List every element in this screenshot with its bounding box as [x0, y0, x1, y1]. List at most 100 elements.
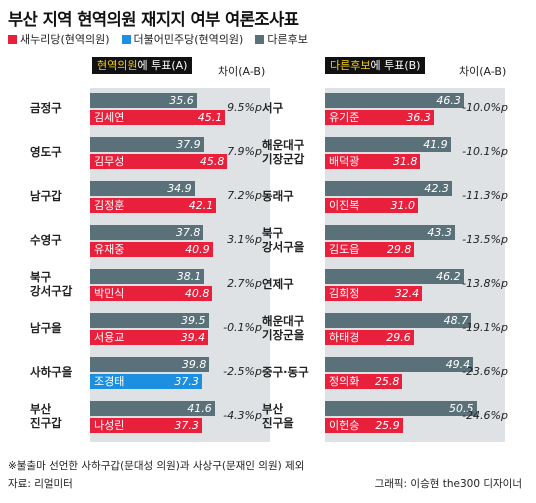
left-column-header: 현역의원에 투표(A) [92, 57, 193, 74]
bar-other-value: 46.2 [436, 270, 461, 283]
region-label-line: 사하구을 [30, 365, 73, 379]
bar-incumbent-value: 32.4 [394, 287, 420, 300]
bar-other-candidate: 49.4 [325, 357, 474, 372]
bar-other-candidate: 42.3 [325, 181, 452, 196]
bar-incumbent-value: 31.8 [392, 155, 418, 168]
region-label: 남구을 [30, 321, 62, 335]
region-label: 동래구 [262, 189, 294, 203]
right-column-header: 다른후보에 투표(B) [325, 57, 426, 74]
bar-other-candidate: 43.3 [325, 225, 455, 240]
region-label-line: 금정구 [30, 101, 62, 115]
region-label-line: 부산 [30, 402, 52, 416]
diff-value: -23.6%p [462, 365, 508, 378]
diff-value: -11.3%p [462, 189, 508, 202]
region-label-line: 기장군갑 [262, 152, 305, 166]
bar-other-value: 41.6 [187, 402, 212, 415]
diff-value: 2.7%p [227, 277, 262, 290]
bar-other-value: 46.3 [436, 94, 461, 107]
legend-swatch-blue [121, 34, 131, 44]
bar-other-value: 34.9 [167, 182, 192, 195]
region-label: 사하구을 [30, 365, 72, 379]
diff-value: 7.2%p [227, 189, 262, 202]
region-label: 수영구 [30, 233, 62, 247]
bar-incumbent-value: 25.8 [374, 375, 400, 388]
bar-incumbent: 김무성 45.8 [90, 154, 228, 169]
region-label-line: 영도구 [30, 145, 62, 159]
bar-other-candidate: 50.5 [325, 401, 477, 416]
region-label: 해운대구 기장군을 [262, 314, 304, 342]
bar-other-value: 39.5 [181, 314, 206, 327]
region-label: 연제구 [262, 277, 294, 291]
diff-value: -24.6%p [462, 409, 508, 422]
right-header-rest: 에 투표(B) [370, 59, 421, 72]
region-label-line: 기장군을 [262, 328, 305, 342]
region-label: 서구 [262, 101, 283, 115]
region-label: 부산 진구을 [262, 402, 294, 430]
bar-incumbent-value: 45.8 [199, 155, 225, 168]
legend-item-minjoo: 더불어민주당(현역의원) [121, 31, 243, 47]
bar-incumbent: 조경태 37.3 [90, 374, 202, 389]
incumbent-name: 나성린 [94, 419, 125, 432]
legend-swatch-red [8, 34, 17, 44]
region-label-line: 중구·동구 [262, 365, 309, 379]
bar-other-value: 37.8 [175, 226, 201, 239]
bar-incumbent-value: 29.8 [386, 243, 412, 256]
region-label-line: 남구갑 [30, 189, 62, 203]
bar-other-candidate: 46.3 [325, 93, 464, 108]
bar-other-candidate: 46.2 [325, 269, 464, 284]
diff-value: -2.5%p [223, 365, 262, 378]
region-label-line: 진구갑 [30, 416, 62, 430]
bar-incumbent-value: 36.3 [406, 111, 431, 124]
region-label: 영도구 [30, 145, 62, 159]
bar-incumbent-value: 31.0 [390, 199, 416, 212]
bar-incumbent: 박민식 40.8 [90, 286, 213, 301]
bar-incumbent: 배덕광 31.8 [325, 154, 421, 169]
region-label-line: 서구 [262, 101, 284, 115]
bar-other-value: 37.9 [176, 138, 201, 151]
diff-value: 3.1%p [227, 233, 262, 246]
incumbent-name: 김무성 [94, 155, 125, 168]
region-label-line: 북구 [30, 270, 52, 284]
diff-value: -13.8%p [462, 277, 508, 290]
region-label: 북구 강서구을 [262, 226, 304, 254]
region-label-line: 부산 [262, 402, 284, 416]
bar-incumbent: 유기준 36.3 [325, 110, 434, 125]
bar-incumbent: 나성린 37.3 [90, 418, 202, 433]
incumbent-name: 박민식 [94, 287, 125, 300]
bar-other-value: 49.4 [445, 358, 471, 371]
bar-other-value: 38.1 [176, 270, 202, 283]
incumbent-name: 이진복 [329, 199, 360, 212]
diff-value: 7.9%p [227, 145, 262, 158]
bar-incumbent-value: 37.3 [174, 375, 199, 388]
region-label-line: 수영구 [30, 233, 62, 247]
bar-incumbent: 정의화 25.8 [325, 374, 403, 389]
region-label-line: 북구 [262, 226, 284, 240]
region-label: 북구 강서구갑 [30, 270, 72, 298]
region-label: 금정구 [30, 101, 62, 115]
region-label: 해운대구 기장군갑 [262, 138, 304, 166]
incumbent-name: 김희정 [329, 287, 360, 300]
bar-other-candidate: 39.5 [90, 313, 209, 328]
bar-incumbent-value: 25.9 [375, 419, 400, 432]
legend-label-saenuri: 새누리당(현역의원) [20, 33, 110, 46]
bar-other-value: 39.8 [181, 358, 207, 371]
region-label: 중구·동구 [262, 365, 309, 379]
bar-other-candidate: 37.8 [90, 225, 204, 240]
bar-incumbent: 김세연 45.1 [90, 110, 226, 125]
incumbent-name: 김정훈 [94, 199, 125, 212]
credit: 그래픽: 이승현 the300 디자이너 [374, 478, 522, 490]
incumbent-name: 조경태 [94, 375, 125, 388]
bar-incumbent-value: 39.4 [180, 331, 206, 344]
bar-incumbent: 유재중 40.9 [90, 242, 213, 257]
bar-other-candidate: 38.1 [90, 269, 205, 284]
region-label-line: 진구을 [262, 416, 294, 430]
left-header-highlight: 현역의원 [97, 59, 138, 72]
bar-incumbent: 서용교 39.4 [90, 330, 209, 345]
incumbent-name: 서용교 [94, 331, 125, 344]
incumbent-name: 유재중 [94, 243, 125, 256]
bar-incumbent: 이헌승 25.9 [325, 418, 403, 433]
incumbent-name: 김도읍 [329, 243, 360, 256]
diff-value: -0.1%p [223, 321, 262, 334]
left-header-rest: 에 투표(A) [137, 59, 188, 72]
